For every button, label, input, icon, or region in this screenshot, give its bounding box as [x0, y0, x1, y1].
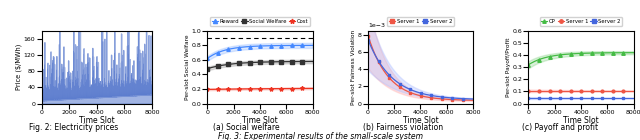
Y-axis label: Per-slot Social Welfare: Per-slot Social Welfare — [185, 34, 190, 100]
X-axis label: Time Slot: Time Slot — [242, 116, 278, 125]
Server 2 — [620, 97, 628, 99]
Line: Server 1: Server 1 — [527, 89, 635, 92]
Server 1 — [525, 90, 532, 92]
Text: (a) Social welfare: (a) Social welfare — [213, 123, 280, 132]
CP — [525, 64, 532, 65]
CP — [630, 52, 637, 53]
CP — [525, 64, 532, 66]
CP — [588, 52, 595, 54]
Server 2 — [427, 94, 435, 96]
Server 1 — [452, 99, 460, 101]
Server 2 — [525, 97, 532, 99]
Server 2 — [426, 94, 434, 96]
Server 1 — [426, 97, 434, 98]
Server 2 — [364, 39, 372, 41]
Server 2 — [365, 40, 372, 41]
Server 2 — [589, 97, 596, 99]
CP — [587, 52, 595, 54]
Server 1 — [364, 35, 372, 36]
Y-axis label: Price ($/MWh): Price ($/MWh) — [16, 44, 22, 90]
Server 1 — [427, 97, 435, 98]
Server 2 — [429, 95, 436, 96]
Line: Server 1: Server 1 — [367, 34, 474, 102]
Legend: Server 1, Server 2: Server 1, Server 2 — [387, 17, 454, 26]
Server 1 — [429, 97, 436, 99]
Legend: CP, Server 1, Server 2: CP, Server 1, Server 2 — [540, 17, 623, 26]
Line: Server 2: Server 2 — [367, 38, 474, 100]
Server 2 — [613, 97, 621, 99]
Server 2 — [460, 98, 467, 99]
Text: (c) Payoff and profit: (c) Payoff and profit — [522, 123, 598, 132]
Server 1 — [630, 90, 637, 92]
Server 1 — [525, 90, 532, 92]
Server 2 — [587, 97, 595, 99]
Y-axis label: Per-slot Fairness Violation: Per-slot Fairness Violation — [351, 30, 356, 105]
Server 1 — [587, 90, 595, 92]
Server 1 — [589, 90, 596, 92]
Server 1 — [469, 99, 477, 101]
Line: CP: CP — [527, 51, 636, 66]
Server 2 — [525, 97, 532, 99]
Server 2 — [588, 97, 595, 99]
CP — [589, 52, 596, 54]
Server 1 — [620, 90, 628, 92]
Server 1 — [588, 90, 595, 92]
CP — [613, 52, 621, 54]
Text: Fig. 2: Electricity prices: Fig. 2: Electricity prices — [29, 123, 118, 132]
Legend: Reward, Social Welfare, Cost: Reward, Social Welfare, Cost — [210, 17, 310, 26]
X-axis label: Time Slot: Time Slot — [563, 116, 599, 125]
Server 1 — [365, 36, 372, 38]
Server 1 — [460, 99, 467, 101]
Text: Fig. 3: Experimental results of the small-scale system: Fig. 3: Experimental results of the smal… — [218, 132, 422, 140]
Server 1 — [613, 90, 621, 92]
Server 2 — [452, 97, 460, 99]
Server 2 — [630, 97, 637, 99]
Server 2 — [469, 98, 477, 100]
Text: (b) Fairness violation: (b) Fairness violation — [363, 123, 444, 132]
Line: Server 2: Server 2 — [527, 97, 635, 100]
X-axis label: Time Slot: Time Slot — [79, 116, 115, 125]
Y-axis label: Per-slot Payoff/Profit: Per-slot Payoff/Profit — [506, 37, 511, 97]
X-axis label: Time Slot: Time Slot — [403, 116, 438, 125]
CP — [620, 52, 628, 54]
